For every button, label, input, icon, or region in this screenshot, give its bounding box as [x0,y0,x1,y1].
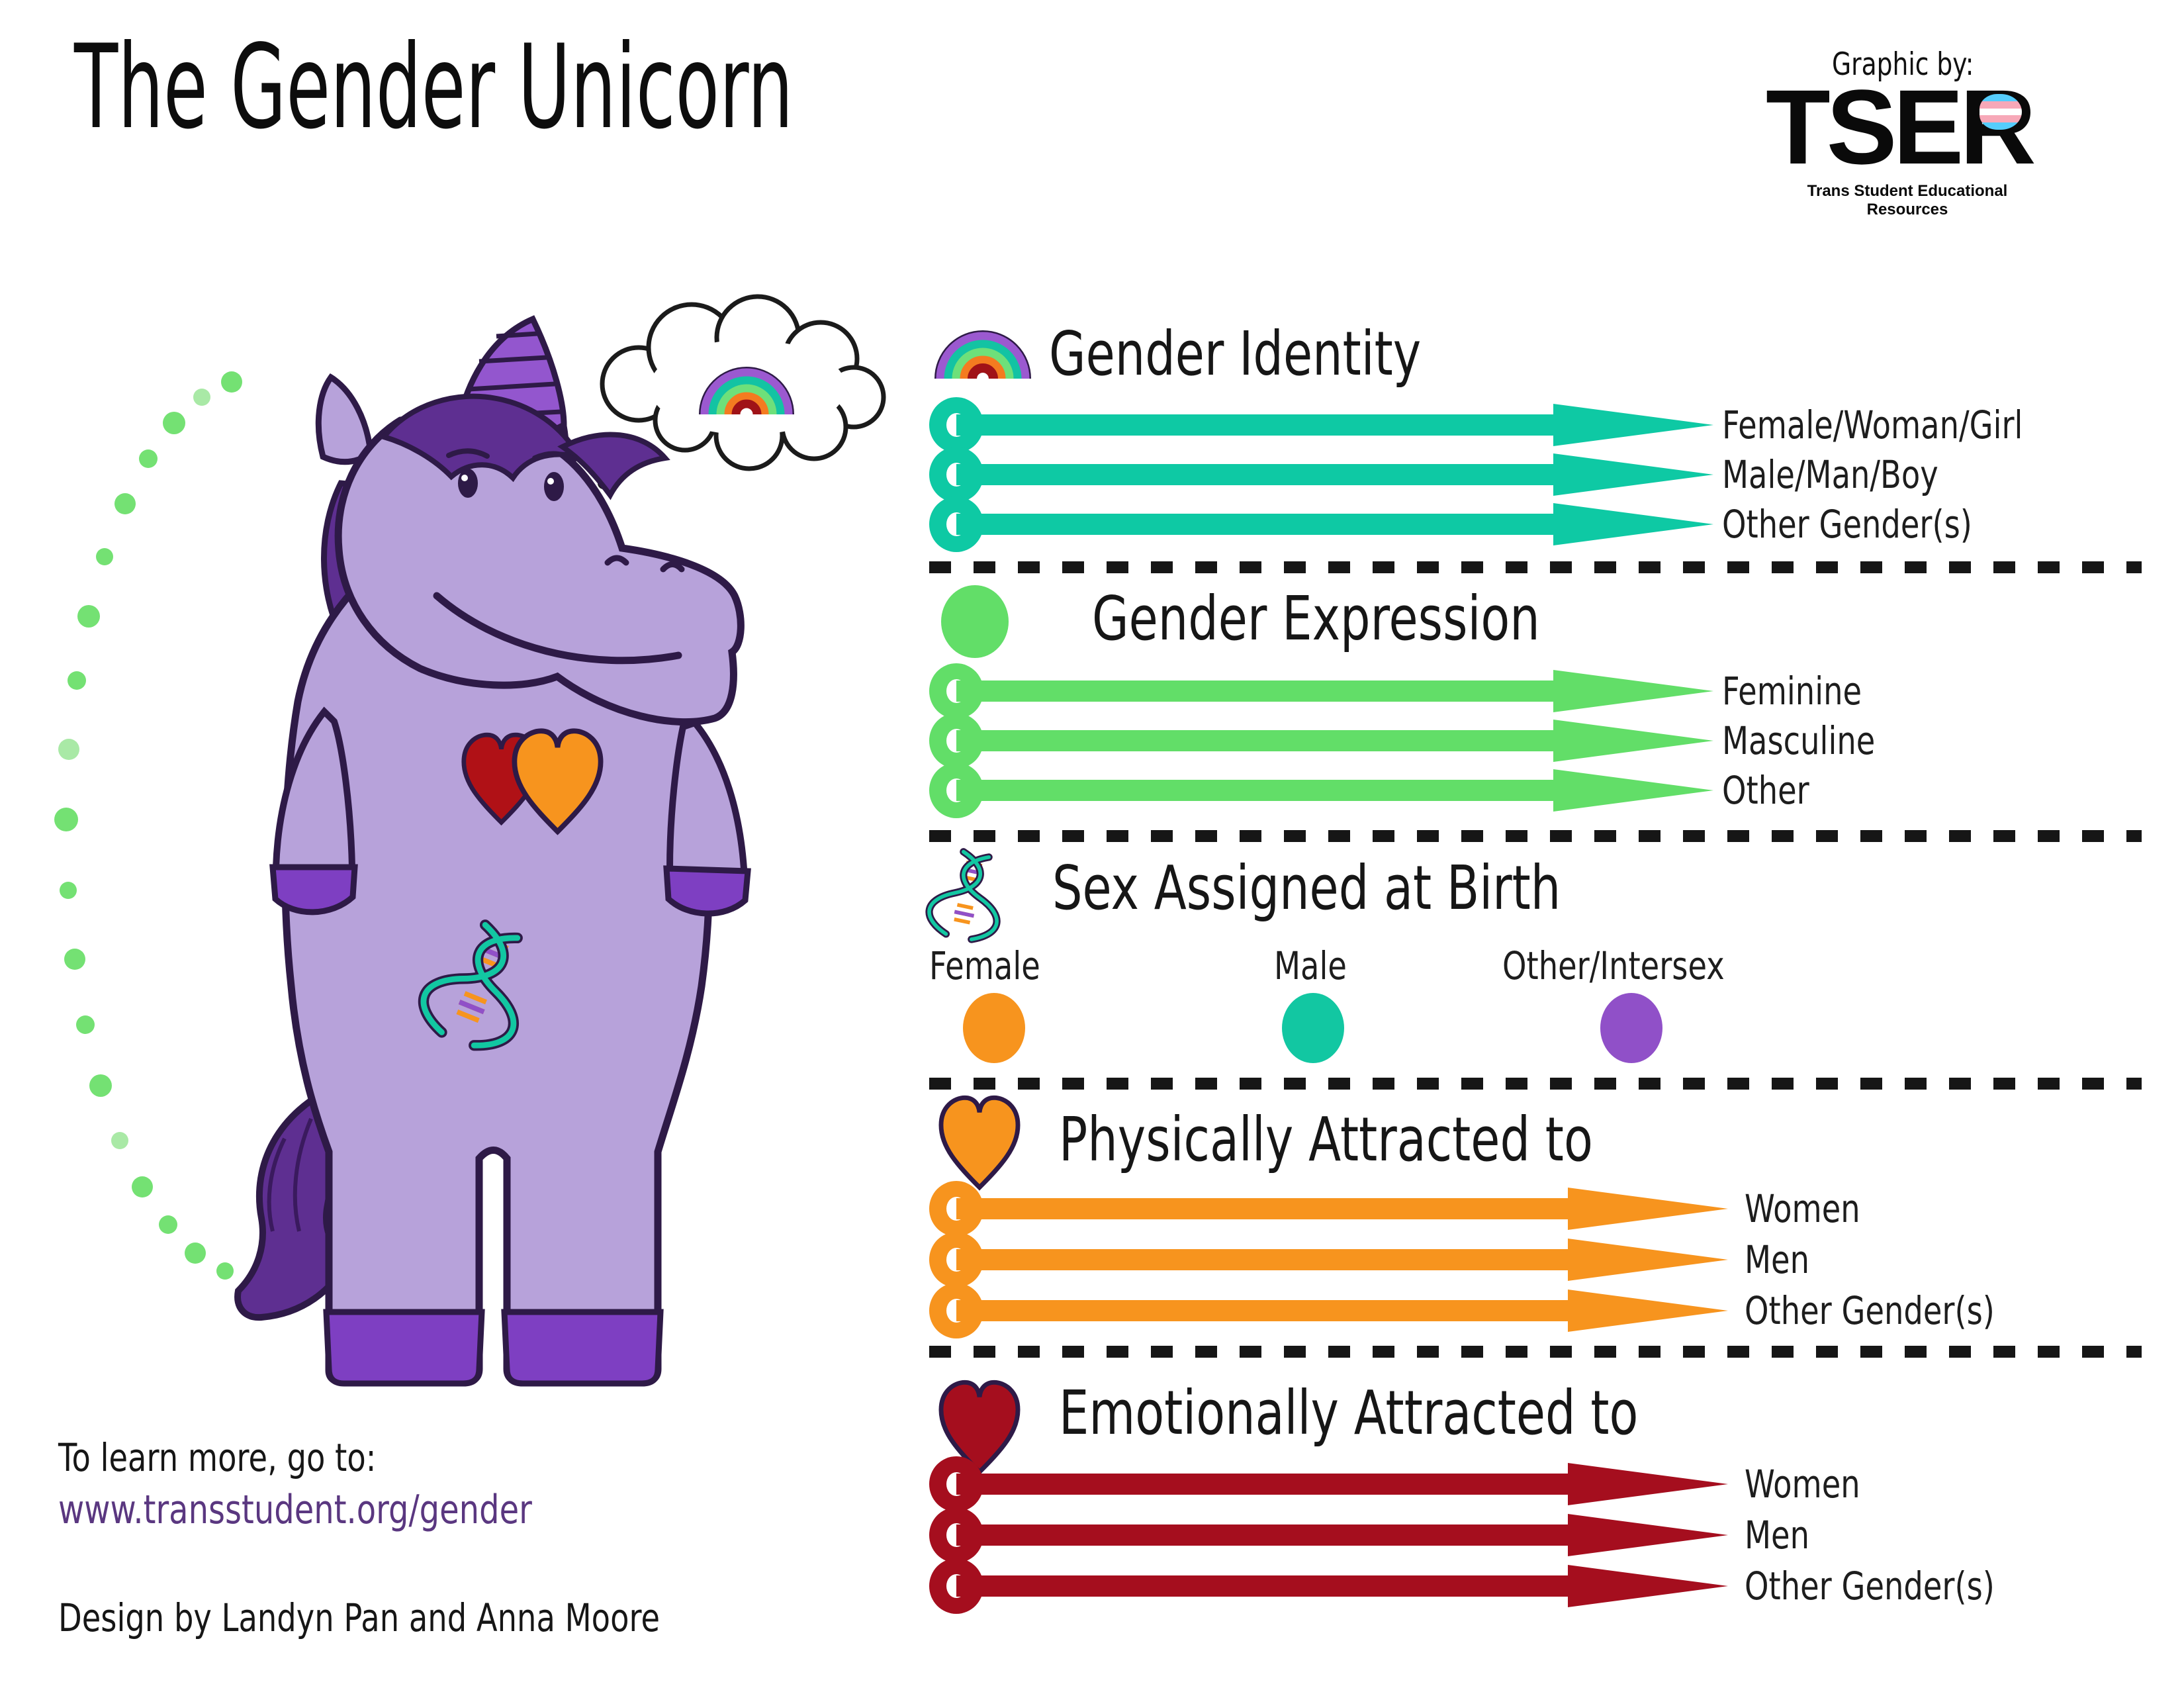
arrow-head-icon [1553,769,1713,812]
spectrum-arrow-identity-3 [929,496,1730,553]
section-title-physically-attracted: Physically Attracted to [1059,1104,1593,1175]
section-divider [929,1078,2142,1090]
arrow-head-icon [1553,453,1713,496]
rainbow-icon [934,330,1031,380]
arrow-head-icon [1553,670,1713,712]
spectrum-arrow-emotional-3 [929,1558,1730,1615]
dna-tattoo [418,919,523,1051]
unicorn-eye-left [458,469,478,498]
physical-label-men: Men [1745,1237,1809,1282]
spectrum-arrow-expression-1 [929,663,1730,720]
identity-label-other: Other Gender(s) [1722,502,1972,547]
arrow-head-icon [1568,1565,1728,1607]
physical-label-women: Women [1745,1186,1860,1231]
sex-dot-female [963,993,1025,1063]
expression-label-feminine: Feminine [1722,669,1862,714]
unicorn-leg-cuffs [323,1309,664,1387]
section-divider [929,830,2142,842]
unicorn-eye-right [544,472,564,501]
trans-flag-icon [1979,94,2023,130]
spectrum-arrow-expression-3 [929,762,1730,819]
section-title-gender-identity: Gender Identity [1049,318,1422,389]
green-dot-icon [941,585,1009,658]
spectrum-arrow-physical-1 [929,1180,1730,1237]
red-heart-icon [938,1380,1021,1476]
expression-label-other: Other [1722,768,1809,813]
arrow-head-icon [1553,404,1713,446]
gender-unicorn-illustration [54,294,886,1387]
spectrum-arrow-emotional-2 [929,1507,1730,1564]
unicorn-nostrils [604,555,685,573]
section-title-emotionally-attracted: Emotionally Attracted to [1059,1378,1639,1448]
unicorn-smile [433,592,682,665]
dna-icon [925,848,1001,943]
identity-label-male: Male/Man/Boy [1722,452,1938,497]
section-title-sex-assigned: Sex Assigned at Birth [1052,853,1561,923]
unicorn-mane-front [379,393,670,500]
spectrum-arrow-physical-3 [929,1282,1730,1339]
design-credit: Design by Landyn Pan and Anna Moore [58,1595,660,1640]
arrow-head-icon [1553,503,1713,545]
sex-label-other-intersex: Other/Intersex [1502,943,1725,988]
orange-heart [512,728,604,835]
emotional-label-other: Other Gender(s) [1745,1564,1995,1609]
spectrum-arrow-emotional-1 [929,1456,1730,1513]
expression-label-masculine: Masculine [1722,718,1876,763]
tser-logo-text: TSE [1766,68,1964,186]
arrow-head-icon [1553,720,1713,762]
section-divider [929,1346,2142,1358]
section-title-gender-expression: Gender Expression [1092,583,1540,654]
arrow-head-icon [1568,1239,1728,1281]
spectrum-arrow-physical-2 [929,1231,1730,1288]
arrow-head-icon [1568,1514,1728,1556]
sex-dot-other-intersex [1600,993,1662,1063]
page-title-text: The Gender Unicorn [74,21,794,155]
physical-label-other: Other Gender(s) [1745,1288,1995,1333]
sex-label-female: Female [929,943,1040,988]
tser-tagline: Trans Student Educational Resources [1807,182,2008,218]
tser-logo: TSER [1766,74,2036,180]
unicorn-face [433,448,685,665]
unicorn-arm-cuffs [269,864,751,917]
emotional-label-women: Women [1745,1462,1860,1507]
arrow-head-icon [1568,1289,1728,1332]
chest-hearts [461,728,604,835]
unicorn-arms [273,706,749,887]
sex-dot-male [1282,993,1344,1063]
spectrum-arrow-identity-2 [929,446,1730,503]
graphic-by-label: Graphic by: [1832,46,1974,83]
arrow-head-icon [1568,1188,1728,1230]
emotional-label-men: Men [1745,1513,1809,1558]
learn-more-label: To learn more, go to: [58,1435,377,1480]
page-title: The Gender Unicorn [74,26,1234,149]
arrow-head-icon [1568,1463,1728,1505]
thought-rainbow-icon [699,367,794,416]
transstudent-url-link[interactable]: www.transstudent.org/gender [58,1487,532,1533]
green-dots-arc [54,371,242,1280]
section-divider [929,561,2142,573]
spectrum-arrow-identity-1 [929,397,1730,453]
spectrum-arrow-expression-2 [929,712,1730,769]
sex-label-male: Male [1274,943,1347,988]
identity-label-female: Female/Woman/Girl [1722,402,2023,447]
unicorn-head [334,414,745,726]
orange-heart-icon [938,1095,1021,1191]
